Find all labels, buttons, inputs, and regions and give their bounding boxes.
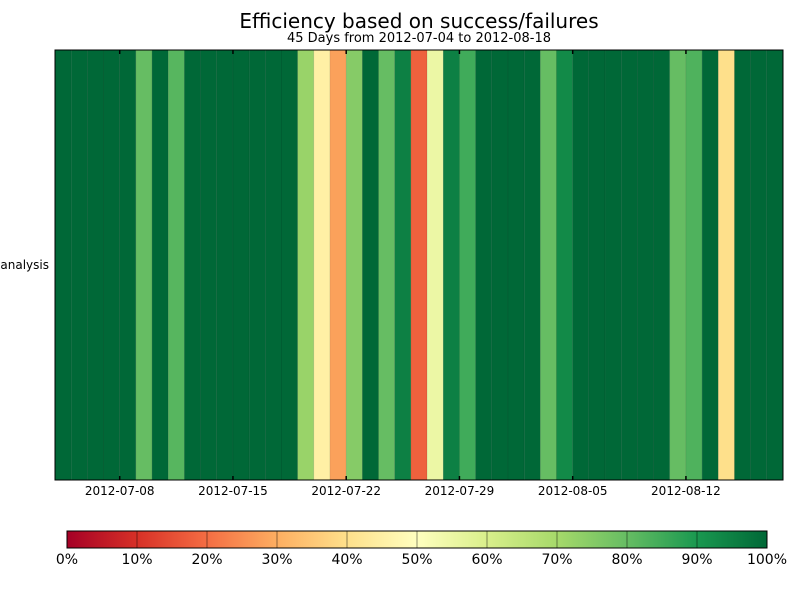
x-tick-label: 2012-07-15 [198, 484, 268, 498]
heatmap-cell [410, 49, 428, 481]
heatmap-cell [475, 49, 493, 481]
heatmap-cell [442, 49, 460, 481]
heatmap-cell [232, 49, 250, 481]
heatmap-cell [70, 49, 88, 481]
heatmap-cell [184, 49, 201, 481]
heatmap-cell [620, 49, 638, 481]
colorbar-tick-label: 50% [401, 552, 432, 568]
colorbar-tick-label: 60% [471, 552, 502, 568]
heatmap-cell [200, 49, 218, 481]
colorbar-tick-label: 0% [56, 552, 78, 568]
heatmap-cell [540, 49, 557, 481]
heatmap-cell [491, 49, 509, 481]
heatmap-cell [426, 49, 444, 481]
colorbar-tick-label: 30% [261, 552, 292, 568]
heatmap-cell [701, 49, 719, 481]
heatmap-cell [572, 49, 590, 481]
heatmap-cell [119, 49, 137, 481]
x-tick-label: 2012-08-05 [538, 484, 608, 498]
heatmap-cell [281, 49, 298, 481]
heatmap-cell [345, 49, 363, 481]
heatmap-cell [103, 49, 121, 481]
colorbar-tick-label: 100% [747, 552, 787, 568]
heatmap-cell [653, 49, 671, 481]
heatmap-cell [507, 49, 525, 481]
plot-frame [54, 49, 784, 481]
heatmap-cell [151, 49, 169, 481]
colorbar: 0% 10% 20% 30% 40% 50% 60% 70% 80% 90% 100% [56, 530, 787, 568]
heatmap-cell [362, 49, 379, 481]
heatmap-cell [669, 49, 687, 481]
heatmap-cells [54, 49, 784, 481]
colorbar-tick-label: 40% [331, 552, 362, 568]
row-label: analysis [0, 258, 49, 272]
x-tick-label: 2012-07-08 [85, 484, 155, 498]
heatmap-cell [54, 49, 72, 481]
chart-subtitle: 45 Days from 2012-07-04 to 2012-08-18 [286, 31, 552, 46]
heatmap-cell [135, 49, 153, 481]
heatmap-cell [459, 49, 476, 481]
heatmap-cell [734, 49, 751, 481]
heatmap-cell [313, 49, 331, 481]
heatmap-cell [717, 49, 735, 481]
heatmap-cell [265, 49, 282, 481]
chart-title: Efficiency based on success/failures [239, 9, 599, 33]
heatmap-cell [523, 49, 541, 481]
x-tick-label: 2012-07-29 [425, 484, 495, 498]
heatmap-cell [216, 49, 234, 481]
heatmap-cell [378, 49, 396, 481]
colorbar-tick-label: 70% [541, 552, 572, 568]
colorbar-tick-label: 90% [681, 552, 712, 568]
colorbar-tick-label: 20% [191, 552, 222, 568]
x-axis: 2012-07-08 2012-07-15 2012-07-22 2012-07-29… [85, 50, 721, 498]
heatmap-cell [637, 49, 654, 481]
heatmap-cell [87, 49, 104, 481]
colorbar-ticks: 0% 10% 20% 30% 40% 50% 60% 70% 80% 90% 100% [56, 531, 787, 568]
heatmap-cell [167, 49, 185, 481]
heatmap-cell [394, 49, 412, 481]
x-tick-label: 2012-08-12 [651, 484, 721, 498]
heatmap-cell [297, 49, 315, 481]
heatmap-cell [750, 49, 768, 481]
heatmap-cell [604, 49, 622, 481]
colorbar-tick-label: 80% [611, 552, 642, 568]
heatmap-cell [556, 49, 573, 481]
heatmap-cell [766, 49, 784, 481]
x-tick-label: 2012-07-22 [311, 484, 381, 498]
colorbar-tick-label: 10% [121, 552, 152, 568]
heatmap-cell [248, 49, 266, 481]
heatmap-cell [588, 49, 606, 481]
heatmap-cell [685, 49, 703, 481]
heatmap-cell [329, 49, 347, 481]
